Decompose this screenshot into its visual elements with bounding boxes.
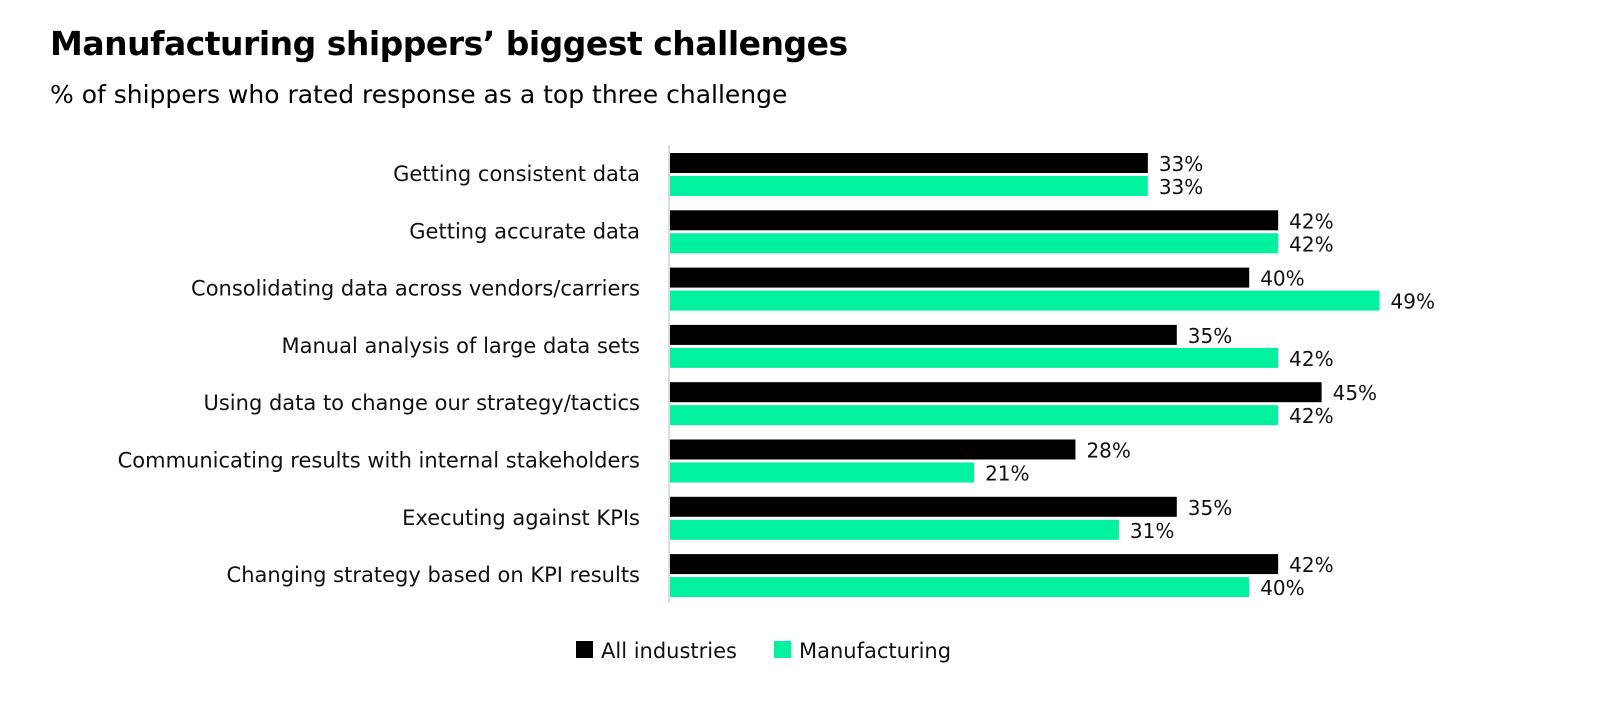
chart-title: Manufacturing shippers’ biggest challeng… xyxy=(50,24,848,63)
data-label: 33% xyxy=(1159,175,1203,199)
bar-manufacturing xyxy=(670,405,1279,426)
data-label: 33% xyxy=(1159,152,1203,176)
data-label: 49% xyxy=(1391,290,1435,314)
data-label: 28% xyxy=(1086,439,1130,463)
data-label: 42% xyxy=(1289,232,1333,256)
category-label: Communicating results with internal stak… xyxy=(118,449,640,473)
bar-all-industries xyxy=(670,153,1148,173)
bar-manufacturing xyxy=(670,233,1279,254)
data-label: 42% xyxy=(1289,347,1333,371)
data-label: 42% xyxy=(1289,404,1333,428)
bar-all-industries xyxy=(670,496,1177,517)
legend-label: All industries xyxy=(601,639,737,663)
bar-manufacturing xyxy=(670,519,1119,540)
data-label: 42% xyxy=(1289,209,1333,233)
data-label: 35% xyxy=(1188,324,1232,348)
category-label: Manual analysis of large data sets xyxy=(281,334,640,358)
category-label: Changing strategy based on KPI results xyxy=(227,563,640,587)
bar-all-industries xyxy=(670,439,1076,460)
bar-all-industries xyxy=(670,210,1279,231)
category-label: Consolidating data across vendors/carrie… xyxy=(191,277,640,301)
data-label: 40% xyxy=(1260,267,1304,291)
bar-manufacturing xyxy=(670,176,1148,196)
category-label: Executing against KPIs xyxy=(402,506,640,530)
bar-manufacturing xyxy=(670,290,1380,311)
category-label: Using data to change our strategy/tactic… xyxy=(204,391,641,415)
data-label: 40% xyxy=(1260,576,1304,600)
bar-all-industries xyxy=(670,267,1250,288)
bar-all-industries xyxy=(670,382,1322,403)
data-label: 45% xyxy=(1333,381,1377,405)
legend-label: Manufacturing xyxy=(799,639,951,663)
data-label: 31% xyxy=(1130,519,1174,543)
data-label: 35% xyxy=(1188,496,1232,520)
bar-manufacturing xyxy=(670,577,1250,598)
category-label: Getting accurate data xyxy=(409,219,640,243)
bar-manufacturing xyxy=(670,462,975,483)
chart-subtitle: % of shippers who rated response as a to… xyxy=(50,80,788,109)
data-label: 42% xyxy=(1289,553,1333,577)
bar-all-industries xyxy=(670,324,1177,345)
bar-manufacturing xyxy=(670,347,1279,368)
bar-all-industries xyxy=(670,554,1279,575)
legend-swatch-all-industries xyxy=(576,641,593,658)
data-label: 21% xyxy=(985,462,1029,486)
legend-swatch-manufacturing xyxy=(774,641,791,658)
category-label: Getting consistent data xyxy=(393,162,640,186)
